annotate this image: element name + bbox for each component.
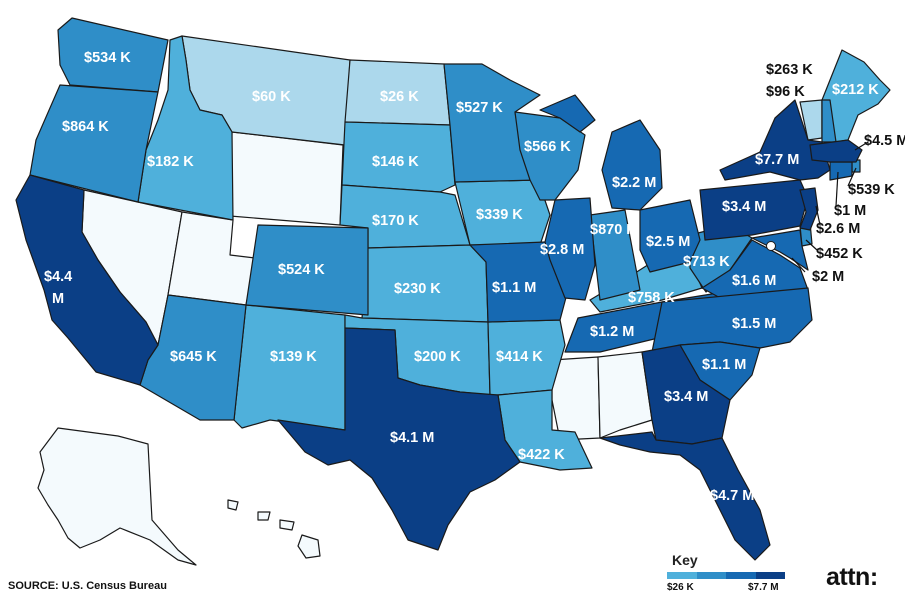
label-ks: $230 K [394,281,441,297]
label-ca-2: M [52,291,64,307]
label-ia: $339 K [476,207,523,223]
label-ma: $4.5 M [864,133,905,149]
state-pennsylvania[interactable] [699,179,809,241]
label-oh: $2.5 M [646,234,690,250]
label-fl: $4.7 M [710,488,754,504]
key-min-label: $26 K [667,582,694,593]
state-hawaii-kauai[interactable] [227,499,239,511]
label-id: $182 K [147,154,194,170]
label-md: $2 M [812,269,844,285]
key-swatch-1 [667,572,697,579]
label-mn: $527 K [456,100,503,116]
state-idaho[interactable] [137,35,234,221]
state-south-dakota[interactable] [341,121,456,193]
label-vt: $96 K [766,84,805,100]
state-utah[interactable] [167,211,256,306]
state-new-mexico[interactable] [233,304,346,431]
state-massachusetts[interactable] [809,139,863,163]
label-nd: $26 K [380,89,419,105]
state-hawaii-maui[interactable] [279,519,295,531]
label-tx: $4.1 M [390,430,434,446]
state-new-jersey[interactable] [799,187,819,231]
label-ok: $200 K [414,349,461,365]
label-de: $452 K [816,246,863,262]
label-sd: $146 K [372,154,419,170]
label-mt: $60 K [252,89,291,105]
label-ct: $1 M [834,203,866,219]
state-florida[interactable] [599,431,771,561]
label-az: $645 K [170,349,217,365]
label-wa: $534 K [84,50,131,66]
label-la: $422 K [518,447,565,463]
attn-logo: attn: [826,563,878,591]
label-ny: $7.7 M [755,152,799,168]
state-colorado[interactable] [245,224,369,316]
label-ne: $170 K [372,213,419,229]
state-hawaii-oahu[interactable] [257,511,271,521]
label-or: $864 K [62,119,109,135]
key-swatch-2 [696,572,726,579]
label-tn: $1.2 M [590,324,634,340]
label-wi: $566 K [524,139,571,155]
leader-lines [791,141,869,273]
label-ga: $3.4 M [664,389,708,405]
state-alaska[interactable] [37,427,197,566]
label-nc: $1.5 M [732,316,776,332]
key-color-ramp [667,572,785,579]
source-note: SOURCE: U.S. Census Bureau [8,580,167,592]
state-texas[interactable] [277,327,521,551]
label-co: $524 K [278,262,325,278]
label-nm: $139 K [270,349,317,365]
state-michigan[interactable] [539,94,663,211]
label-ca-1: $4.4 [44,269,72,285]
state-alabama[interactable] [597,351,653,439]
key-swatch-4 [755,572,785,579]
state-california[interactable] [15,174,159,386]
dc-marker [766,241,776,251]
label-sc: $1.1 M [702,357,746,373]
state-illinois[interactable] [544,197,596,301]
label-mo: $1.1 M [492,280,536,296]
state-wyoming[interactable] [229,131,344,226]
state-ohio[interactable] [639,199,701,273]
state-washington[interactable] [57,17,169,93]
label-mi: $2.2 M [612,175,656,191]
key-max-label: $7.7 M [748,582,779,593]
state-connecticut[interactable] [829,161,853,181]
label-nj: $2.6 M [816,221,860,237]
key-swatch-3 [726,572,756,579]
label-me: $212 K [832,82,879,98]
label-va: $1.6 M [732,273,776,289]
key-title: Key [672,552,698,568]
label-pa: $3.4 M [722,199,766,215]
state-indiana[interactable] [589,209,641,301]
label-in: $870 K [590,222,637,238]
label-ar: $414 K [496,349,543,365]
state-mississippi[interactable] [551,356,601,441]
label-nh: $263 K [766,62,813,78]
state-hawaii-big[interactable] [297,534,321,559]
label-ri: $539 K [848,182,895,198]
label-wv: $713 K [683,254,730,270]
state-oregon[interactable] [29,84,159,203]
label-ky: $758 K [628,290,675,306]
label-il: $2.8 M [540,242,584,258]
